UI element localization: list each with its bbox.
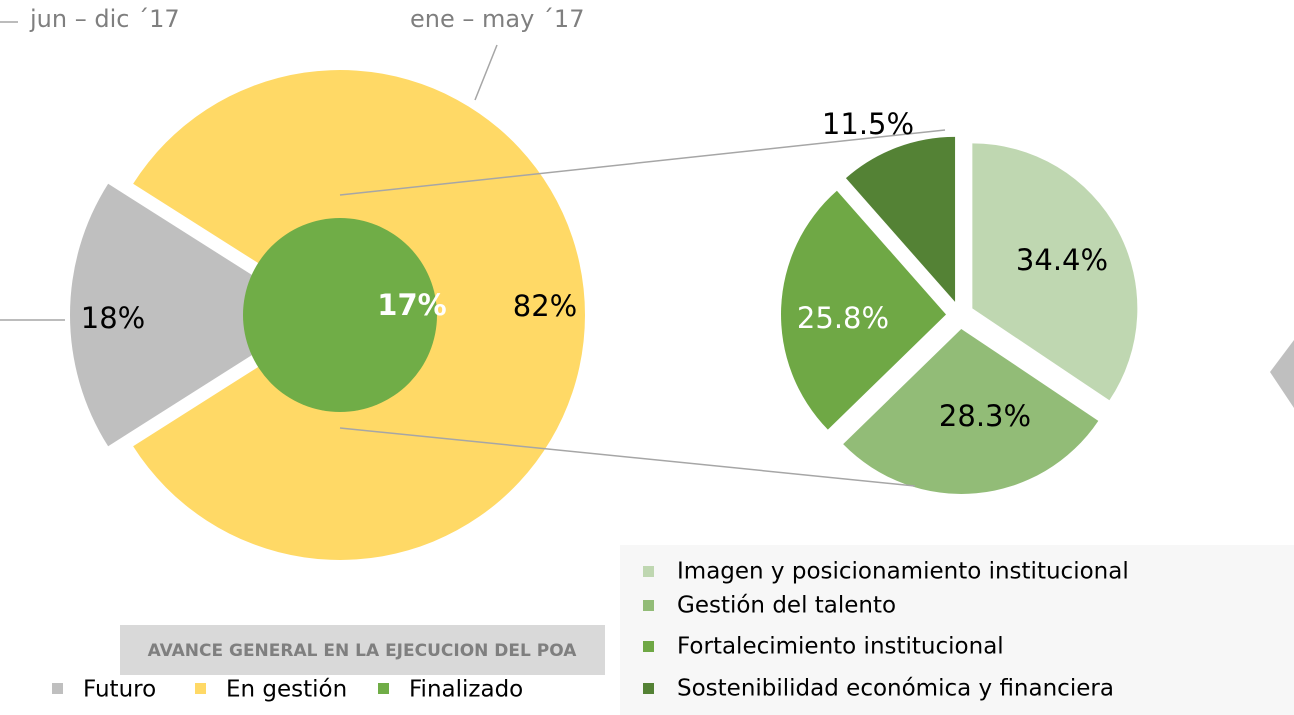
annotation: ene – may ´17 xyxy=(410,5,584,33)
chart-title: AVANCE GENERAL EN LA EJECUCION DEL POA xyxy=(148,641,578,661)
data-label: 11.5% xyxy=(822,107,914,141)
legend-label: Futuro xyxy=(83,677,156,703)
legend-label: Fortalecimiento institucional xyxy=(677,634,1004,660)
legend-label: En gestión xyxy=(226,677,347,703)
data-label: 82% xyxy=(513,289,577,323)
data-label: 34.4% xyxy=(1016,243,1108,277)
data-label: 18% xyxy=(81,301,145,335)
legend-swatch xyxy=(378,683,389,694)
connector-line xyxy=(339,427,916,487)
pie-slice xyxy=(70,183,316,447)
legend-swatch xyxy=(643,566,654,577)
annotation: jun – dic ´17 xyxy=(29,5,180,33)
pies xyxy=(70,69,1138,560)
data-label: 28.3% xyxy=(939,399,1031,433)
pie-slice xyxy=(845,136,956,302)
legend-label: Imagen y posicionamiento institucional xyxy=(677,559,1129,585)
legend-swatch xyxy=(643,641,654,652)
legend-swatch xyxy=(52,683,63,694)
legend-label: Finalizado xyxy=(409,677,523,703)
connector-line xyxy=(339,129,946,196)
data-label: 17% xyxy=(377,288,446,322)
pie-slice xyxy=(843,328,1099,494)
legend-label: Sostenibilidad económica y financiera xyxy=(677,676,1114,702)
inner-circle xyxy=(243,218,437,412)
pie-slice xyxy=(781,190,947,430)
legend-swatch xyxy=(643,600,654,611)
legend-swatch xyxy=(643,683,654,694)
title-box xyxy=(120,625,605,675)
pie-slice xyxy=(972,143,1138,401)
legend-label: Gestión del talento xyxy=(677,593,896,619)
data-label: 25.8% xyxy=(797,301,889,335)
nav-arrow xyxy=(1270,340,1294,408)
legend-box xyxy=(620,545,1294,715)
legend-swatch xyxy=(195,683,206,694)
leader-line xyxy=(474,44,498,101)
